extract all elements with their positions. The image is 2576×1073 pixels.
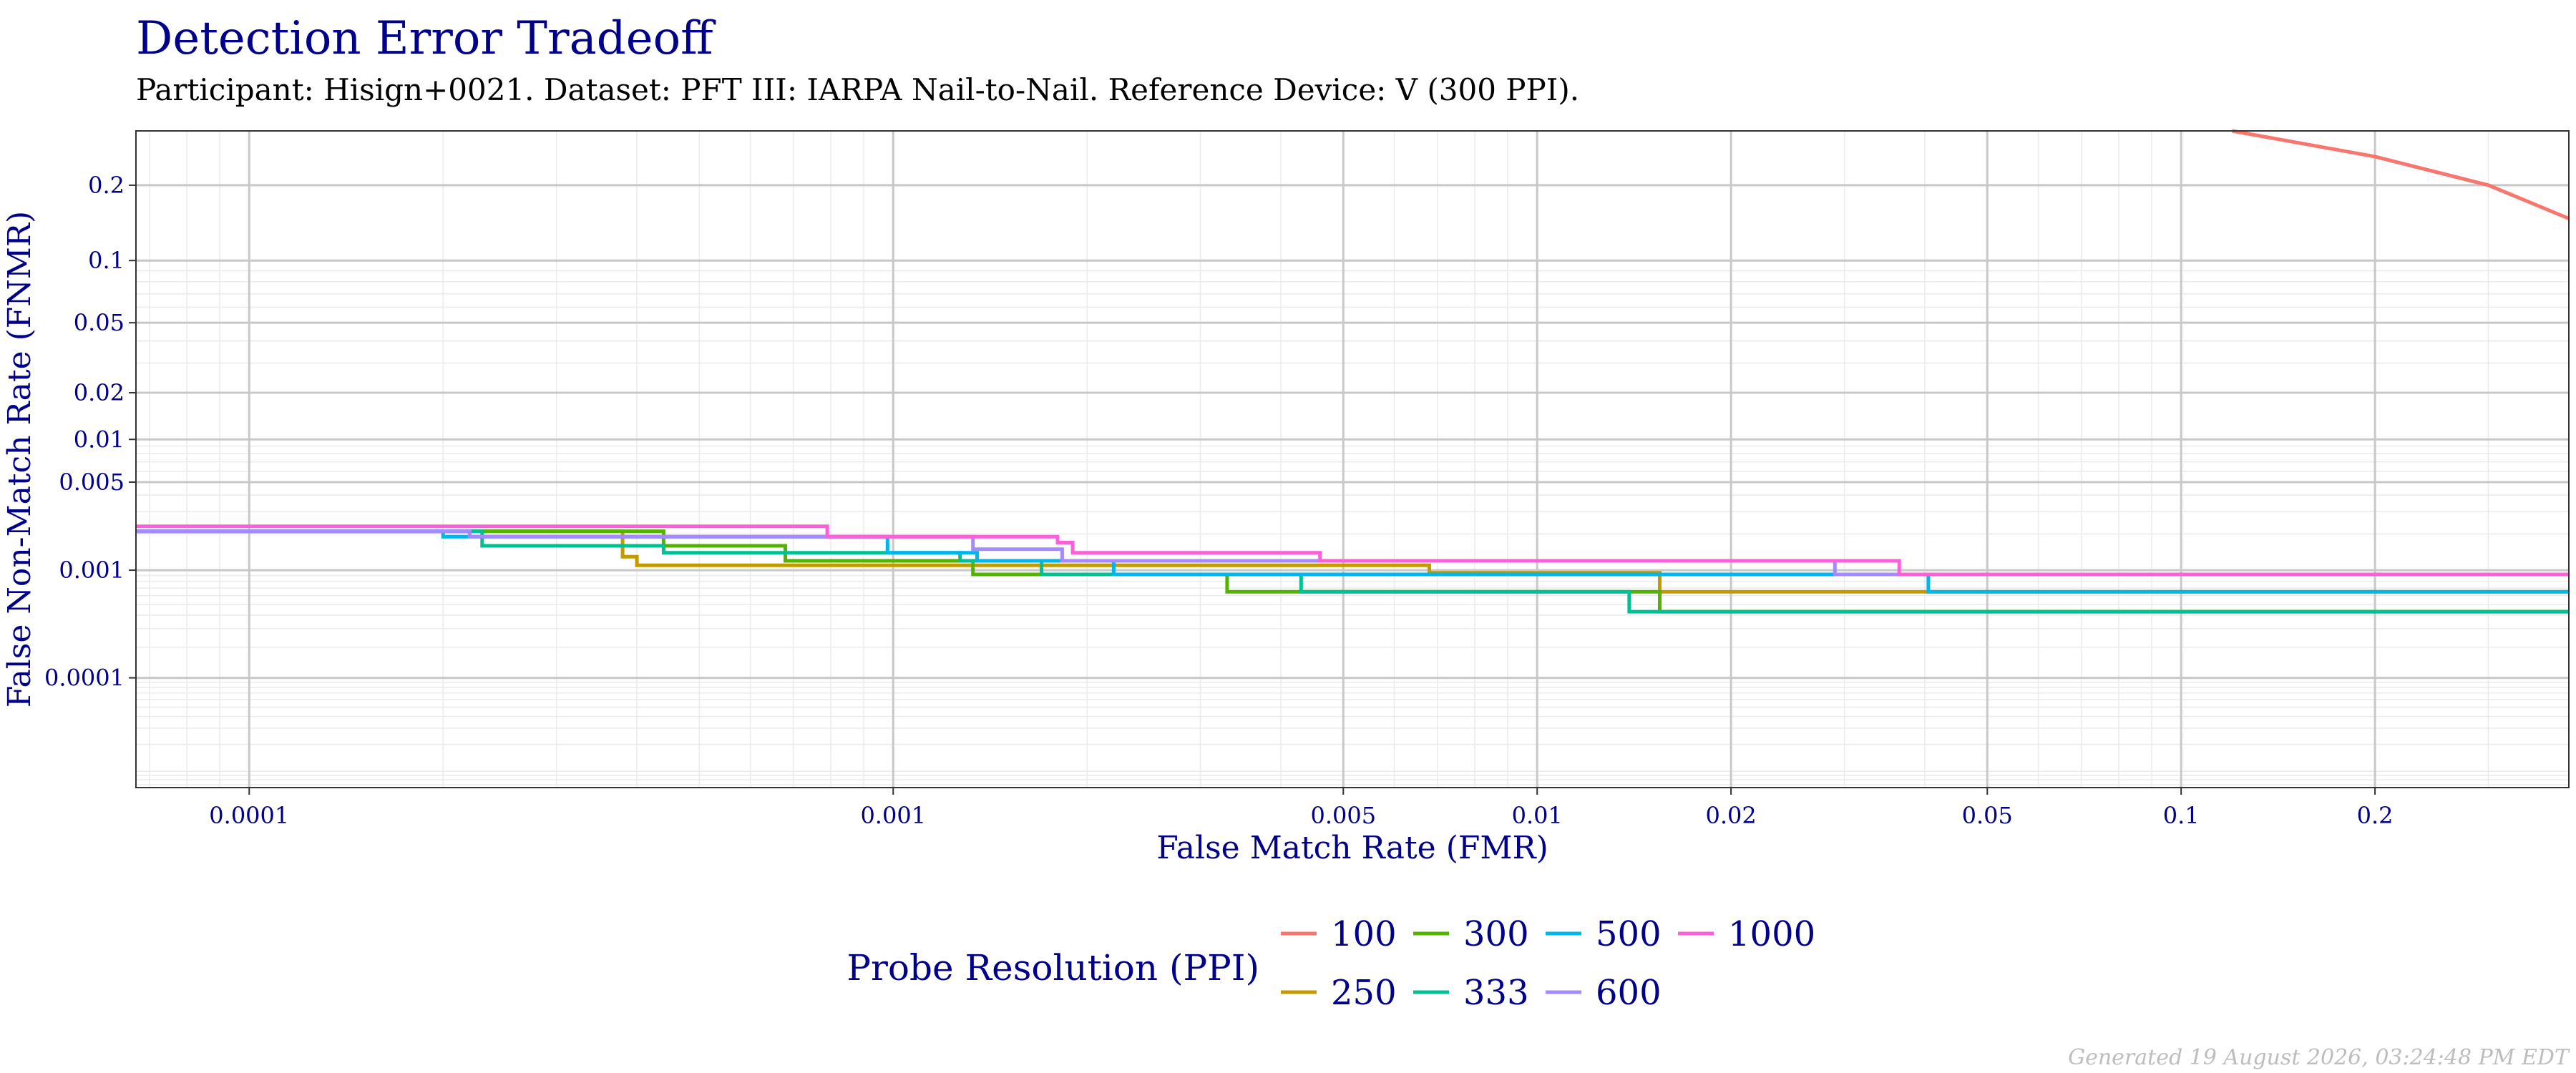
x-tick-label: 0.01	[1512, 802, 1563, 829]
legend-label-500: 500	[1596, 914, 1662, 954]
grid	[136, 131, 2570, 788]
y-tick-label: 0.1	[88, 247, 125, 274]
x-tick-label: 0.0001	[209, 802, 289, 829]
x-axis-label: False Match Rate (FMR)	[1156, 830, 1548, 866]
x-tick-label: 0.02	[1705, 802, 1756, 829]
chart-subtitle: Participant: Hisign+0021. Dataset: PFT I…	[136, 72, 1579, 107]
legend-label-333: 333	[1463, 973, 1529, 1013]
series-line-1000	[136, 524, 2569, 577]
legend-label-1000: 1000	[1728, 914, 1815, 954]
legend-title: Probe Resolution (PPI)	[847, 947, 1259, 989]
series-line-500	[136, 529, 2569, 594]
x-tick-label: 0.2	[2357, 802, 2394, 829]
series-line-300	[136, 529, 2569, 614]
y-tick-label: 0.01	[74, 426, 125, 453]
legend: 100 250 300 333 500 600 1000	[1281, 914, 1815, 1013]
series-line-333	[136, 529, 2569, 614]
x-tick-label: 0.05	[1962, 802, 2013, 829]
series-lines	[136, 129, 2570, 614]
x-tick-label: 0.001	[860, 802, 926, 829]
legend-label-100: 100	[1331, 914, 1397, 954]
y-axis-label: False Non-Match Rate (FNMR)	[1, 211, 38, 707]
y-tick-label: 0.001	[59, 557, 125, 584]
series-line-250	[136, 529, 2569, 594]
series-line-100	[2231, 129, 2570, 220]
x-tick-label: 0.005	[1310, 802, 1376, 829]
y-tick-label: 0.2	[88, 172, 125, 199]
x-tick-labels: 0.0001 0.001 0.005 0.01 0.02 0.05 0.1 0.2	[209, 788, 2394, 829]
series-line-600	[136, 529, 2569, 577]
chart-title: Detection Error Tradeoff	[136, 12, 716, 65]
y-tick-labels: 0.2 0.1 0.05 0.02 0.01 0.005 0.001 0.0001	[44, 172, 136, 692]
y-tick-label: 0.005	[59, 469, 125, 496]
panel-border	[135, 130, 2570, 788]
y-tick-label: 0.05	[74, 309, 125, 336]
legend-label-250: 250	[1331, 973, 1397, 1013]
legend-label-300: 300	[1463, 914, 1529, 954]
legend-label-600: 600	[1596, 973, 1662, 1013]
generated-timestamp: Generated 19 August 2026, 03:24:48 PM ED…	[2068, 1045, 2570, 1070]
y-tick-label: 0.02	[74, 379, 125, 406]
y-tick-label: 0.0001	[44, 665, 125, 692]
x-tick-label: 0.1	[2163, 802, 2200, 829]
